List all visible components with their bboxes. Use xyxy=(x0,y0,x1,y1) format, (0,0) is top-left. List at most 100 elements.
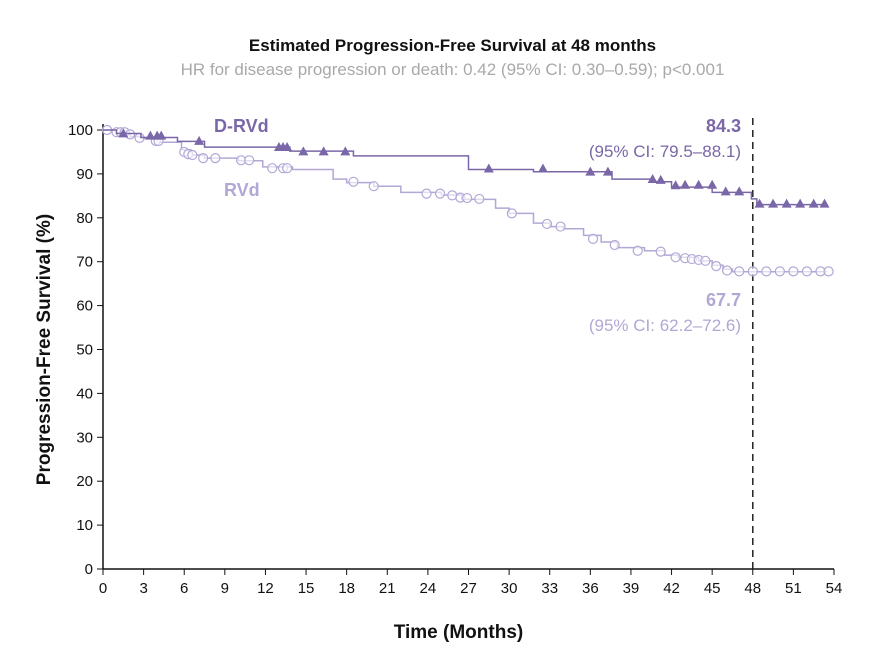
y-axis-label: Progression-Free Survival (%) xyxy=(34,214,55,485)
x-tick-label: 0 xyxy=(99,580,107,597)
censor-marker xyxy=(823,266,834,277)
censor-marker xyxy=(819,198,830,208)
censor-marker xyxy=(340,146,351,156)
drvd-estimate: 84.3 xyxy=(706,116,741,136)
y-tick-label: 60 xyxy=(76,298,93,315)
x-tick-label: 42 xyxy=(663,580,680,597)
x-tick-label: 6 xyxy=(180,580,188,597)
x-tick-label: 12 xyxy=(257,580,274,597)
censor-marker xyxy=(187,149,198,161)
series-line-D-RVd xyxy=(103,129,828,206)
censor-marker xyxy=(680,179,691,189)
censor-marker xyxy=(754,198,765,208)
censor-marker xyxy=(198,152,209,164)
censor-marker xyxy=(462,192,473,204)
censor-marker xyxy=(421,188,432,199)
censor-marker xyxy=(145,130,156,140)
censor-marker xyxy=(632,245,643,256)
y-tick-label: 40 xyxy=(76,385,93,402)
censor-marker xyxy=(747,266,758,277)
y-tick-label: 30 xyxy=(76,429,93,446)
x-tick-label: 24 xyxy=(420,580,437,597)
censor-marker xyxy=(587,233,599,244)
y-tick-label: 70 xyxy=(76,254,93,271)
censor-marker xyxy=(768,198,779,208)
x-tick-label: 9 xyxy=(221,580,229,597)
chart-subtitle: HR for disease progression or death: 0.4… xyxy=(180,60,725,79)
censor-marker xyxy=(537,163,548,173)
censor-marker xyxy=(700,255,711,266)
censor-marker xyxy=(483,163,494,173)
censor-marker xyxy=(585,166,596,176)
x-tick-label: 18 xyxy=(338,580,355,597)
x-tick-label: 48 xyxy=(744,580,761,597)
y-tick-label: 90 xyxy=(76,166,93,183)
censor-marker xyxy=(721,265,733,276)
x-axis-label: Time (Months) xyxy=(394,622,523,643)
x-tick-label: 3 xyxy=(139,580,147,597)
censor-marker xyxy=(711,260,722,272)
x-tick-label: 21 xyxy=(379,580,396,597)
censor-marker xyxy=(761,266,772,277)
series-label-drvd: D-RVd xyxy=(214,116,269,136)
chart-title: Estimated Progression-Free Survival at 4… xyxy=(248,36,657,55)
censor-marker xyxy=(282,163,293,174)
censor-marker xyxy=(156,130,167,140)
censor-marker xyxy=(267,163,278,174)
censor-marker xyxy=(647,174,658,184)
y-tick-label: 50 xyxy=(76,342,93,359)
censor-marker xyxy=(734,186,745,196)
y-tick-label: 20 xyxy=(76,473,93,490)
rvd-estimate: 67.7 xyxy=(706,290,741,310)
censor-marker xyxy=(210,152,221,164)
x-tick-label: 39 xyxy=(623,580,640,597)
x-tick-label: 45 xyxy=(704,580,721,597)
x-tick-label: 30 xyxy=(501,580,518,597)
censor-marker xyxy=(720,186,731,196)
censor-marker xyxy=(368,181,379,192)
y-tick-label: 100 xyxy=(68,122,93,139)
censor-marker xyxy=(655,174,666,184)
censor-marker xyxy=(602,166,613,176)
censor-marker xyxy=(655,246,666,257)
rvd-ci: (95% CI: 62.2–72.6) xyxy=(589,316,741,335)
censor-marker xyxy=(734,266,745,277)
censor-marker xyxy=(298,146,309,156)
censor-marker xyxy=(609,239,620,251)
y-tick-label: 0 xyxy=(85,561,93,578)
censor-marker xyxy=(194,135,205,145)
censor-marker xyxy=(318,146,329,156)
censor-marker xyxy=(244,155,255,166)
censor-marker xyxy=(774,266,785,277)
drvd-ci: (95% CI: 79.5–88.1) xyxy=(589,142,741,161)
y-tick-label: 80 xyxy=(76,210,93,227)
series-label-rvd: RVd xyxy=(224,180,260,200)
censor-marker xyxy=(788,266,799,277)
censor-marker xyxy=(795,198,806,208)
censor-marker xyxy=(118,128,129,138)
x-tick-label: 27 xyxy=(460,580,477,597)
censor-marker xyxy=(282,141,293,151)
censor-marker xyxy=(670,252,681,263)
censor-marker xyxy=(124,129,136,140)
censor-marker xyxy=(474,193,485,205)
x-tick-label: 15 xyxy=(298,580,315,597)
censor-marker xyxy=(670,180,681,190)
censor-marker xyxy=(781,198,792,208)
y-tick-label: 10 xyxy=(76,517,93,534)
x-tick-label: 36 xyxy=(582,580,599,597)
censor-marker xyxy=(434,188,446,199)
x-tick-label: 51 xyxy=(785,580,802,597)
censor-marker xyxy=(541,218,553,230)
censor-marker xyxy=(506,208,517,219)
censor-marker xyxy=(693,179,704,189)
x-tick-label: 54 xyxy=(826,580,843,597)
censor-marker xyxy=(801,266,813,277)
x-tick-label: 33 xyxy=(541,580,558,597)
censor-marker xyxy=(348,176,359,187)
censor-marker xyxy=(707,179,718,189)
censor-marker xyxy=(808,198,819,208)
censor-marker xyxy=(555,221,566,232)
